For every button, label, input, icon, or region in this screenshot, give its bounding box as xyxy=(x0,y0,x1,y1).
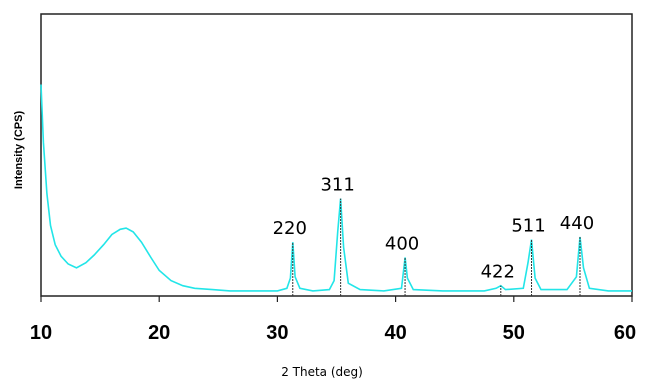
peak-label-511: 511 xyxy=(511,216,545,237)
peak-label-400: 400 xyxy=(385,234,419,255)
x-axis-title: 2 Theta (deg) xyxy=(281,365,363,379)
x-tick-label-60: 60 xyxy=(614,322,636,344)
x-tick-label-50: 50 xyxy=(503,322,525,344)
peak-label-220: 220 xyxy=(273,218,307,239)
x-tick-label-40: 40 xyxy=(384,322,406,344)
peak-label-440: 440 xyxy=(560,213,594,234)
x-tick-label-30: 30 xyxy=(266,322,288,344)
intensity-series-line xyxy=(40,84,632,292)
peak-label-311: 311 xyxy=(320,175,354,196)
peak-label-422: 422 xyxy=(481,262,515,283)
x-tick-label-20: 20 xyxy=(148,322,170,344)
plot-frame xyxy=(40,13,633,297)
y-axis-title: Intensity (CPS) xyxy=(13,111,25,190)
x-tick-label-10: 10 xyxy=(30,322,52,344)
